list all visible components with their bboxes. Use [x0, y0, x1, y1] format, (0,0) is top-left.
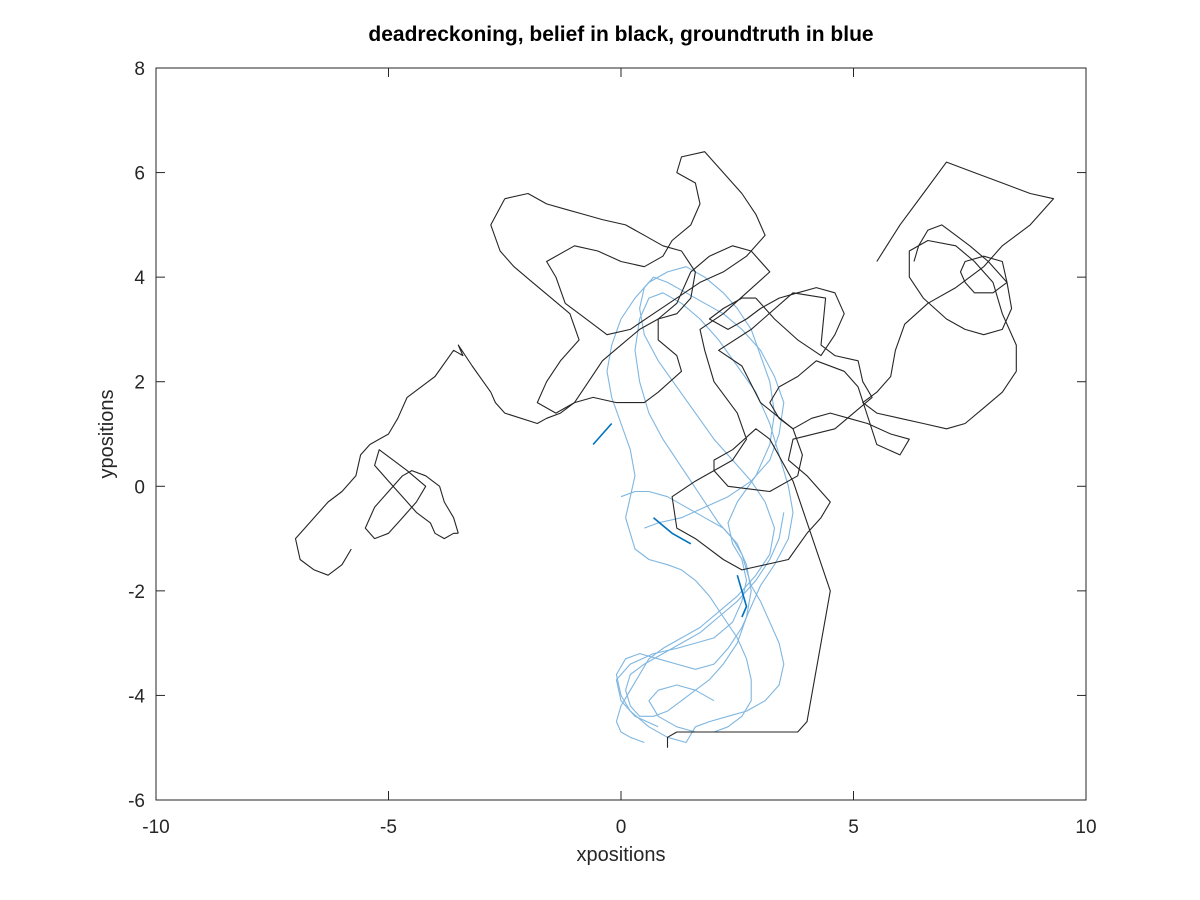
belief-path-2	[546, 151, 766, 336]
belief-path-1	[364, 449, 459, 540]
y-tick-label: -6	[128, 791, 145, 812]
belief-path-5	[959, 255, 1008, 294]
x-tick-label: 5	[848, 817, 859, 838]
y-tick-label: -4	[128, 686, 145, 707]
belief-path-6	[769, 360, 910, 456]
x-tick-label: -10	[142, 817, 169, 838]
y-tick-label: 8	[134, 59, 145, 80]
y-tick-label: 0	[134, 477, 145, 498]
groundtruth-path-8	[606, 266, 776, 733]
belief-path-7	[708, 287, 845, 357]
axis-ticks: -10 -5 0 5 10 -6 -4 -2 0 2 4 6 8	[128, 59, 1096, 838]
belief-path-4	[862, 161, 1055, 430]
y-tick-label: 6	[134, 164, 145, 185]
groundtruth-path-10	[615, 276, 785, 744]
x-tick-label: -5	[380, 817, 397, 838]
x-tick-label: 10	[1075, 817, 1096, 838]
y-tick-label: 2	[134, 373, 145, 394]
groundtruth-path-14	[736, 574, 748, 618]
belief-path-0	[294, 245, 873, 748]
y-axis-label: ypositions	[96, 390, 118, 479]
chart-title: deadreckoning, belief in black, groundtr…	[368, 23, 873, 46]
x-axis-label: xpositions	[577, 844, 666, 866]
groundtruth-path-11	[620, 490, 785, 717]
groundtruth-path-12	[652, 517, 692, 545]
groundtruth-path-13	[592, 422, 613, 446]
groundtruth-path-9	[615, 292, 794, 744]
y-tick-label: 4	[134, 268, 145, 289]
y-tick-label: -2	[128, 582, 145, 603]
belief-path-3	[490, 192, 696, 414]
x-tick-label: 0	[616, 817, 627, 838]
plot-area	[294, 151, 1055, 748]
